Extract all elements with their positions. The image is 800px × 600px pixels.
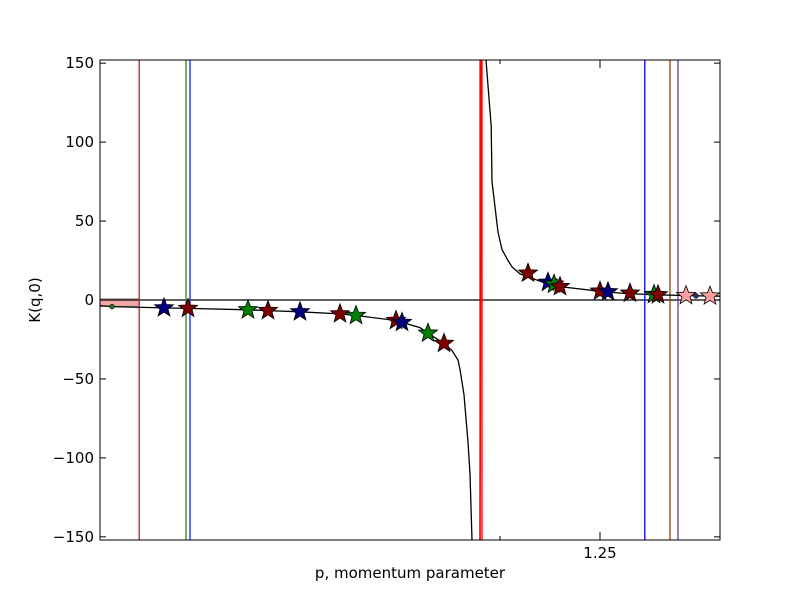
small-marker-0 xyxy=(109,303,115,310)
y-tick-label-6: −150 xyxy=(53,528,94,546)
y-tick-label-3: 0 xyxy=(84,291,94,309)
star-point-14 xyxy=(549,275,571,296)
y-tick-label-1: 100 xyxy=(65,133,94,151)
star-point-11 xyxy=(517,262,539,283)
x-tick-label-0: 1.25 xyxy=(583,544,616,562)
star-point-9 xyxy=(417,322,439,343)
y-axis-label: K(q,0) xyxy=(26,277,44,322)
star-point-19 xyxy=(647,283,669,304)
star-point-21 xyxy=(699,284,720,306)
star-point-4 xyxy=(289,300,311,321)
curve-branch-1 xyxy=(485,60,720,297)
x-axis-label: p, momentum parameter xyxy=(315,564,506,582)
axes-ticks: 150 100 50 0 −50 −100 −150 1.25 xyxy=(53,54,720,562)
red-sloped-line xyxy=(479,60,482,540)
star-point-10 xyxy=(433,332,455,353)
star-point-3 xyxy=(257,299,279,320)
plot-frame xyxy=(99,59,721,541)
star-point-0 xyxy=(153,296,175,317)
small-marker-1 xyxy=(693,293,699,299)
star-point-20 xyxy=(675,284,697,305)
y-tick-label-0: 150 xyxy=(65,54,94,72)
plot-content xyxy=(100,60,720,540)
y-tick-label-4: −50 xyxy=(62,370,94,388)
star-point-2 xyxy=(237,298,259,319)
star-point-1 xyxy=(177,297,199,318)
star-point-5 xyxy=(329,302,351,323)
y-tick-label-5: −100 xyxy=(53,449,94,467)
star-point-16 xyxy=(597,280,619,301)
star-point-17 xyxy=(619,282,641,303)
y-tick-label-2: 50 xyxy=(75,212,94,230)
star-point-6 xyxy=(345,304,367,325)
curve-branch-0 xyxy=(100,305,473,540)
star-point-8 xyxy=(391,311,413,332)
